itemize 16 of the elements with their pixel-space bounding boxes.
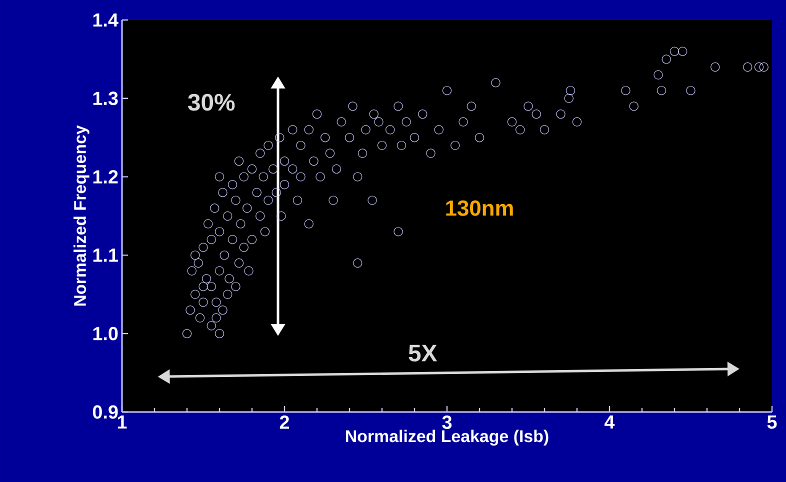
annotation: 130nm bbox=[446, 200, 513, 216]
annotation: 5X bbox=[408, 344, 438, 362]
x-tick-label: 2 bbox=[280, 416, 290, 429]
x-axis-title: Normalized Leakage (Isb) bbox=[346, 430, 548, 446]
y-tick-label: 1.3 bbox=[93, 92, 118, 106]
x-tick-label: 5 bbox=[767, 416, 777, 429]
y-tick-label: 1.2 bbox=[93, 170, 118, 184]
y-axis-title: Normalized Frequency bbox=[74, 125, 90, 306]
y-tick-label: 1.4 bbox=[93, 13, 118, 27]
y-tick-label: 1.0 bbox=[93, 326, 118, 340]
annotation: 30% bbox=[188, 94, 235, 111]
y-tick-label: 1.1 bbox=[93, 248, 118, 262]
x-tick-label: 1 bbox=[118, 416, 127, 429]
x-tick-label: 3 bbox=[442, 416, 452, 429]
x-tick-label: 4 bbox=[604, 416, 615, 429]
y-tick-label: 0.9 bbox=[92, 405, 118, 419]
